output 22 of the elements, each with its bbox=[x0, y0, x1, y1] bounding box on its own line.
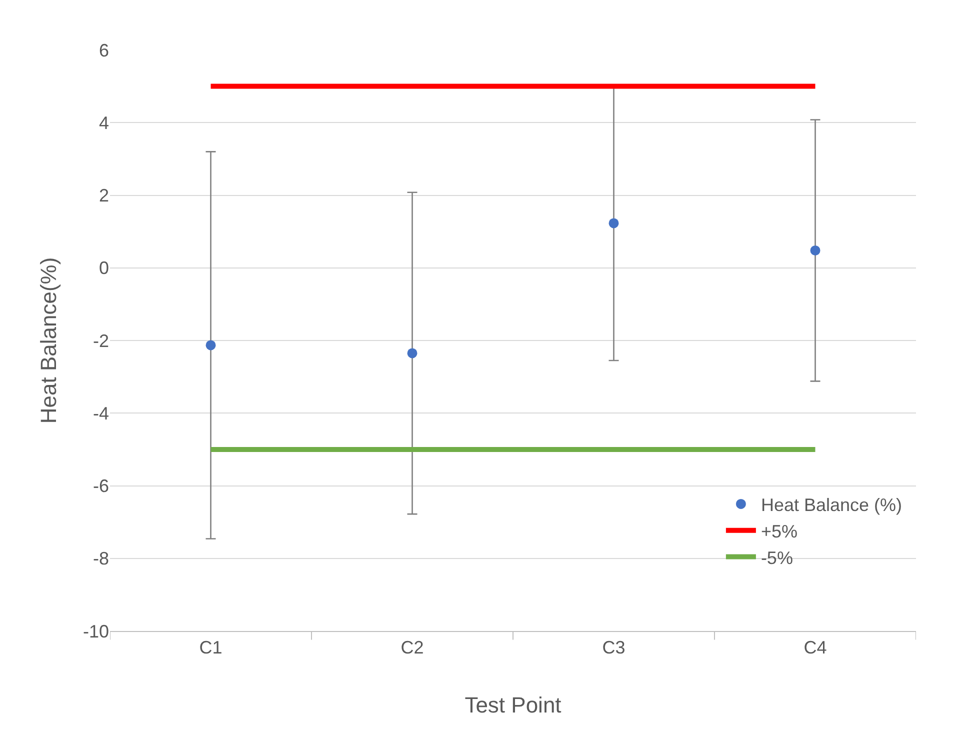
legend-label: Heat Balance (%) bbox=[760, 494, 902, 515]
y-tick-label: -6 bbox=[92, 476, 109, 496]
y-tick-label: -8 bbox=[92, 548, 109, 569]
x-axis-title: Test Point bbox=[464, 692, 562, 718]
y-tick-label: 4 bbox=[98, 112, 109, 133]
point bbox=[608, 218, 619, 228]
y-tick-label: -4 bbox=[92, 403, 109, 424]
x-tick-label: C1 bbox=[199, 638, 222, 658]
x-tick-label: C4 bbox=[804, 638, 827, 658]
x-tick-label: C2 bbox=[400, 638, 424, 658]
point bbox=[206, 340, 216, 350]
x-tick-label: C3 bbox=[602, 638, 626, 658]
point bbox=[407, 348, 418, 358]
y-tick-label: -10 bbox=[82, 621, 109, 642]
y-axis-title: Heat Balance(%) bbox=[36, 257, 61, 424]
y-tick-label: 0 bbox=[98, 258, 109, 278]
legend-label: +5% bbox=[760, 521, 798, 542]
y-tick-label: 2 bbox=[98, 186, 109, 206]
y-tick-label: 6 bbox=[98, 40, 109, 60]
point bbox=[810, 245, 820, 256]
legend-label: -5% bbox=[760, 548, 793, 568]
y-tick-label: -2 bbox=[92, 330, 109, 351]
